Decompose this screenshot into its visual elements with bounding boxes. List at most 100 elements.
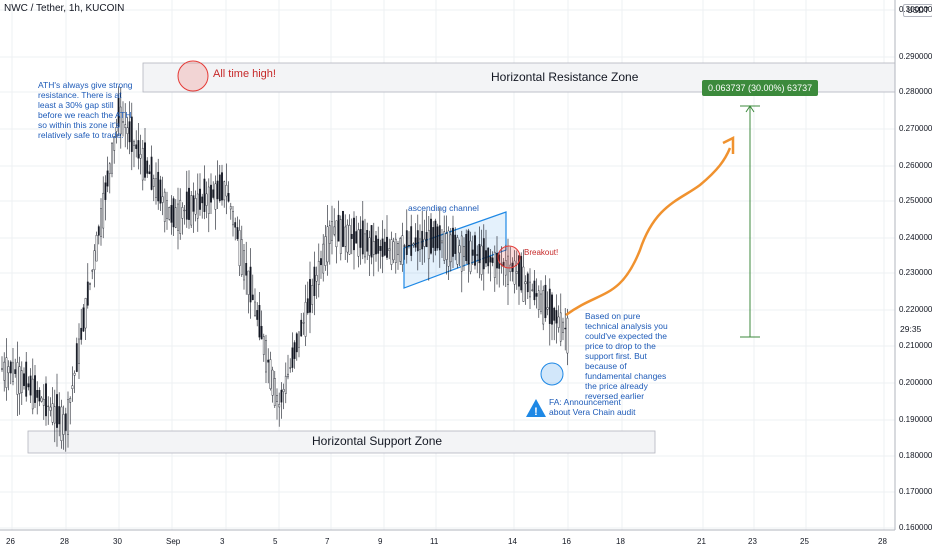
candle-body — [507, 255, 509, 285]
currency-badge[interactable]: USDT — [903, 4, 932, 17]
candle-body — [284, 375, 287, 394]
candle-body — [383, 241, 386, 256]
fa-bottom-marker — [540, 362, 564, 386]
breakout-label: Breakout! — [524, 248, 559, 257]
candle-body — [302, 322, 305, 324]
x-tick-label: 23 — [748, 537, 757, 546]
candle-body — [291, 347, 294, 368]
candle-body — [29, 375, 32, 396]
current-price-tag: 29:35 — [898, 324, 924, 334]
candle-body — [205, 193, 208, 206]
candle-body — [265, 340, 267, 373]
x-tick-label: 28 — [878, 537, 887, 546]
y-tick-label: 0.160000 — [899, 523, 932, 532]
candle-body — [355, 231, 358, 244]
candle-body — [249, 266, 252, 303]
candle-body — [23, 373, 25, 387]
candle-body — [463, 246, 465, 257]
candle-body — [392, 241, 395, 261]
candle-body — [166, 200, 168, 219]
candle-body — [394, 238, 397, 263]
candle-body — [465, 234, 468, 262]
candle-body — [34, 375, 36, 403]
candle-body — [73, 372, 76, 376]
candle-body — [60, 406, 63, 442]
candle-body — [315, 274, 318, 282]
candle-body — [518, 255, 520, 287]
candle-body — [177, 203, 179, 231]
candle-body — [260, 325, 263, 340]
support-label: Horizontal Support Zone — [312, 434, 443, 448]
candle-body — [56, 394, 58, 428]
candle-body — [372, 241, 375, 255]
x-tick-label: 21 — [697, 537, 706, 546]
candle-body — [150, 156, 153, 190]
candle-body — [58, 406, 61, 425]
candle-body — [221, 172, 223, 201]
candle-body — [331, 221, 333, 241]
candle-body — [111, 143, 113, 174]
candle-body — [289, 367, 292, 369]
measure-tool — [740, 105, 760, 338]
candle-body — [403, 245, 406, 247]
candle-body — [524, 281, 527, 285]
candles — [1, 86, 569, 452]
candle-body — [69, 398, 72, 403]
candle-body — [124, 124, 127, 128]
projection-arrow — [565, 147, 732, 317]
candle-body — [234, 222, 237, 228]
candle-body — [5, 357, 8, 388]
candle-body — [414, 237, 417, 248]
symbol-title[interactable]: NWC / Tether, 1h, KUCOIN — [4, 3, 125, 14]
candle-body — [51, 403, 54, 423]
candle-body — [258, 305, 261, 338]
candle-body — [146, 160, 149, 174]
candle-body — [491, 257, 494, 263]
candle-body — [168, 207, 171, 220]
candle-body — [47, 405, 50, 407]
candle-body — [469, 240, 472, 272]
ta-note: Based on pure technical analysis you cou… — [585, 311, 668, 401]
candle-body — [293, 342, 296, 359]
candle-body — [174, 207, 177, 228]
candle-body — [192, 195, 195, 212]
candle-body — [78, 338, 80, 364]
candle-body — [419, 238, 421, 250]
fa-note: FA: Announcement about Vera Chain audit — [549, 397, 636, 417]
candle-body — [342, 210, 344, 247]
candle-body — [557, 316, 560, 328]
x-tick-label: 14 — [508, 537, 517, 546]
candle-body — [555, 310, 558, 324]
candle-body — [218, 174, 221, 201]
y-tick-label: 0.240000 — [899, 233, 932, 242]
candle-body — [295, 333, 298, 353]
candle-body — [546, 307, 549, 310]
candle-body — [128, 121, 131, 143]
candle-body — [159, 179, 162, 204]
y-tick-label: 0.200000 — [899, 378, 932, 387]
candle-body — [397, 243, 399, 255]
candle-body — [194, 198, 197, 215]
candle-body — [126, 127, 129, 134]
candle-body — [185, 191, 188, 220]
candle-body — [553, 307, 556, 321]
candle-body — [106, 170, 109, 187]
candle-body — [119, 106, 122, 135]
candle-body — [12, 362, 14, 382]
x-tick-label: 3 — [220, 537, 225, 546]
y-tick-label: 0.280000 — [899, 87, 932, 96]
candle-body — [196, 193, 199, 219]
candle-body — [84, 298, 87, 329]
candle-body — [401, 235, 404, 265]
candle-body — [320, 258, 322, 266]
resistance-label: Horizontal Resistance Zone — [491, 70, 639, 84]
candle-body — [361, 220, 364, 255]
candle-body — [225, 184, 228, 197]
breakout-marker — [497, 245, 521, 269]
candle-body — [441, 240, 443, 244]
candle-body — [410, 226, 413, 256]
candle-body — [535, 293, 538, 297]
x-tick-label: 5 — [273, 537, 278, 546]
candle-body — [216, 180, 219, 200]
